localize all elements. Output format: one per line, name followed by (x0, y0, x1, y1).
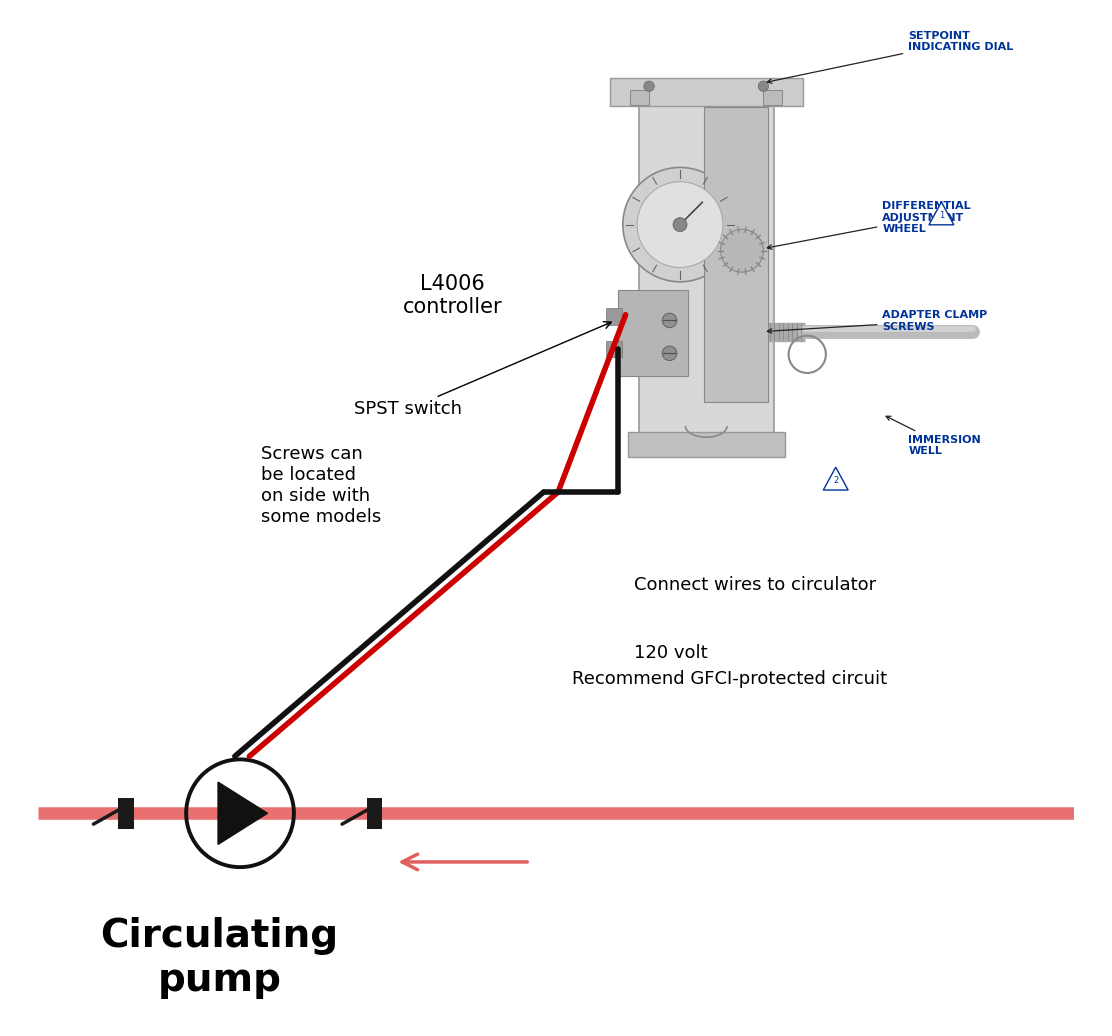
Polygon shape (929, 202, 954, 225)
Text: Circulating
pump: Circulating pump (100, 917, 338, 1000)
Text: 1: 1 (939, 211, 944, 220)
Text: Recommend GFCI-protected circuit: Recommend GFCI-protected circuit (572, 669, 886, 688)
FancyBboxPatch shape (606, 308, 622, 324)
Circle shape (673, 218, 687, 231)
FancyBboxPatch shape (631, 89, 649, 106)
FancyBboxPatch shape (618, 290, 688, 376)
Text: L4006
controller: L4006 controller (403, 274, 503, 317)
FancyBboxPatch shape (606, 341, 622, 357)
Circle shape (637, 181, 723, 267)
FancyBboxPatch shape (704, 107, 768, 402)
Circle shape (663, 313, 677, 327)
Polygon shape (218, 782, 268, 844)
Circle shape (623, 168, 737, 282)
Circle shape (721, 229, 764, 272)
Text: SPST switch: SPST switch (354, 322, 612, 419)
Polygon shape (823, 467, 848, 490)
Circle shape (644, 81, 654, 91)
Text: SETPOINT
INDICATING DIAL: SETPOINT INDICATING DIAL (767, 31, 1013, 83)
Text: 2: 2 (833, 477, 838, 485)
Text: ADAPTER CLAMP
SCREWS: ADAPTER CLAMP SCREWS (767, 311, 987, 334)
Text: Connect wires to circulator: Connect wires to circulator (634, 576, 876, 595)
Text: Screws can
be located
on side with
some models: Screws can be located on side with some … (260, 445, 381, 526)
Circle shape (758, 81, 768, 91)
FancyBboxPatch shape (764, 89, 783, 106)
FancyBboxPatch shape (367, 798, 383, 829)
Circle shape (663, 346, 677, 361)
FancyBboxPatch shape (118, 798, 133, 829)
FancyBboxPatch shape (628, 432, 785, 457)
Text: 120 volt: 120 volt (634, 643, 707, 662)
FancyBboxPatch shape (638, 88, 774, 451)
FancyBboxPatch shape (609, 78, 803, 107)
Text: IMMERSION
WELL: IMMERSION WELL (886, 416, 981, 456)
Text: DIFFERENTIAL
ADJUSTMENT
WHEEL: DIFFERENTIAL ADJUSTMENT WHEEL (767, 201, 971, 250)
